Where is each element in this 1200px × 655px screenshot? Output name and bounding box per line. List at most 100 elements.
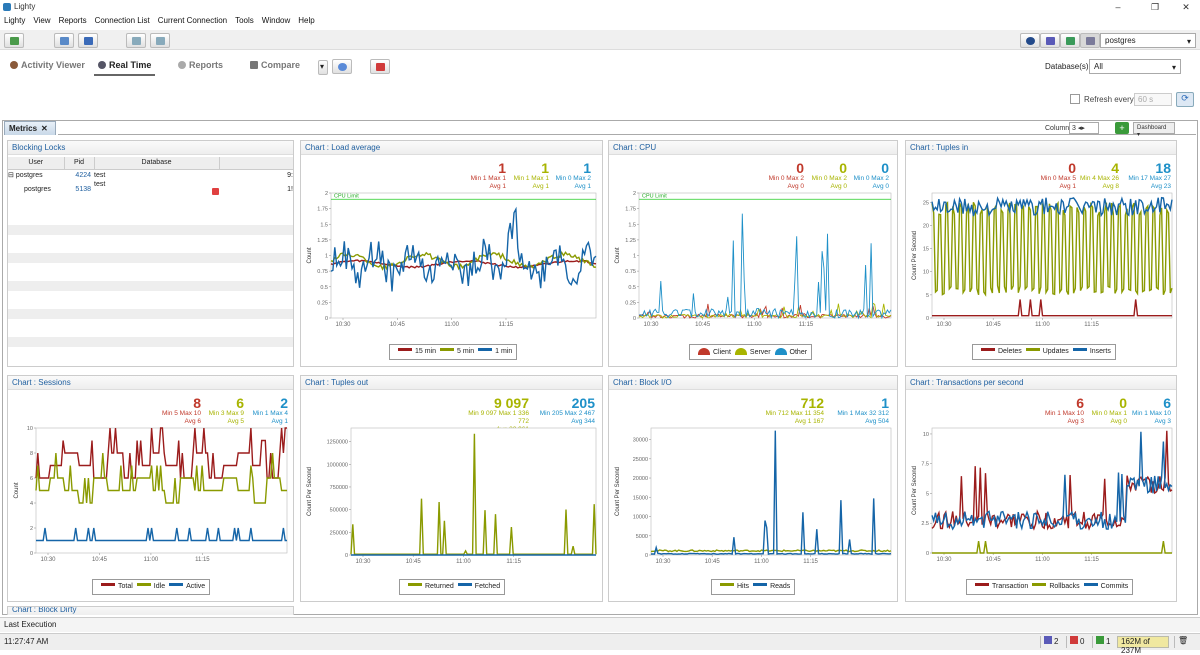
- columns-stepper[interactable]: 3 ◂▸: [1069, 122, 1099, 134]
- legend-label[interactable]: 15 min: [415, 348, 437, 355]
- stat-current: 9 097: [493, 395, 529, 411]
- legend-label[interactable]: Total: [118, 583, 133, 590]
- info-button[interactable]: [332, 59, 352, 74]
- window-view-button[interactable]: [150, 33, 170, 48]
- stat-avg: Avg 1: [1059, 183, 1076, 190]
- legend-label[interactable]: Rollbacks: [1049, 583, 1080, 590]
- connection-select[interactable]: postgres ▾: [1100, 33, 1196, 48]
- database-button[interactable]: [78, 33, 98, 48]
- legend-label[interactable]: 5 min: [457, 348, 475, 355]
- legend-label[interactable]: Fetched: [474, 583, 501, 590]
- refresh-checkbox[interactable]: [1070, 94, 1080, 104]
- close-icon[interactable]: ✕: [41, 124, 48, 133]
- x-tick-label: 11:00: [456, 559, 471, 565]
- legend-label[interactable]: Updates: [1042, 348, 1069, 355]
- series-line-rollbacks: [932, 540, 1172, 554]
- y-tick-label: 0: [926, 551, 929, 557]
- tab-compare[interactable]: Compare: [246, 60, 304, 74]
- y-tick-label: 0: [325, 316, 328, 322]
- column-header-user[interactable]: User: [8, 157, 65, 169]
- dashboard-select[interactable]: Dashboard ▾: [1133, 122, 1175, 138]
- legend-label[interactable]: Deletes: [998, 348, 1022, 355]
- column-header-pid[interactable]: Pid: [64, 157, 95, 169]
- tab-activity-viewer[interactable]: Activity Viewer: [6, 60, 89, 74]
- collapse-icon[interactable]: ⊟: [8, 172, 14, 180]
- chevron-down-icon: ▾: [1171, 63, 1176, 72]
- perspective-book-button[interactable]: [1040, 33, 1060, 48]
- chart-title: Chart : Block I/O: [609, 376, 897, 390]
- metrics-tab[interactable]: Metrics ✕: [4, 121, 56, 135]
- column-header-database[interactable]: Database: [94, 157, 220, 169]
- last-execution-label: Last Execution: [4, 620, 57, 629]
- menu-view[interactable]: View: [33, 16, 51, 25]
- perspective-chart-button[interactable]: [1060, 33, 1080, 48]
- legend-label[interactable]: Server: [749, 349, 771, 356]
- series-line-transaction: [931, 430, 1173, 531]
- y-tick-label: 0: [645, 553, 648, 559]
- refresh-label: Refresh every: [1084, 95, 1134, 104]
- stat-avg: Avg 1 167: [794, 418, 824, 425]
- stat-block: 1 Min 1 Max 1 Avg 1: [479, 161, 549, 191]
- x-tick-label: 10:45: [705, 559, 721, 565]
- legend-label[interactable]: 1 min: [495, 348, 513, 355]
- perspective-gauge-button[interactable]: [1080, 33, 1100, 48]
- legend-swatch: [1025, 348, 1040, 351]
- legend-label[interactable]: Active: [186, 583, 206, 590]
- series-line-reads: [650, 430, 892, 556]
- legend-label[interactable]: Hits: [737, 583, 750, 590]
- connections-badge[interactable]: 2: [1040, 636, 1061, 648]
- stat-min-max: Min 0 Max 2: [555, 175, 591, 182]
- legend-label[interactable]: Other: [789, 349, 808, 356]
- legend-label[interactable]: Transaction: [992, 583, 1029, 590]
- legend-label[interactable]: Reads: [770, 583, 791, 590]
- x-tick-label: 10:45: [390, 322, 406, 328]
- errors-badge[interactable]: 0: [1066, 636, 1087, 648]
- stat-min-max: Min 1 Max 10: [1044, 410, 1084, 417]
- stat-avg: Avg 344: [571, 418, 595, 425]
- legend-label[interactable]: Client: [713, 349, 731, 356]
- table-row[interactable]: postgres 5138 test 1!: [8, 181, 293, 197]
- new-connection-button[interactable]: [4, 33, 24, 48]
- stat-avg: Avg 0: [1110, 418, 1127, 425]
- legend-label[interactable]: Inserts: [1089, 348, 1111, 355]
- grid-view-button[interactable]: [126, 33, 146, 48]
- tab-reports[interactable]: Reports: [174, 60, 227, 74]
- series-line-inserts: [931, 196, 1173, 218]
- stat-block: 0 Min 0 Max 1 Avg 0: [1057, 396, 1127, 426]
- minimize-button[interactable]: –: [1115, 2, 1121, 12]
- menu-help[interactable]: Help: [298, 16, 315, 25]
- restore-button[interactable]: ❐: [1150, 2, 1160, 12]
- menu-connection-list[interactable]: Connection List: [94, 16, 150, 25]
- x-tick-label: 10:30: [936, 322, 952, 328]
- menu-window[interactable]: Window: [261, 16, 291, 25]
- menu-tools[interactable]: Tools: [235, 16, 254, 25]
- refresh-connections-button[interactable]: [54, 33, 74, 48]
- menu-reports[interactable]: Reports: [58, 16, 87, 25]
- chart-svg: 0 250000 500000 750000 1000000 1250000 10:30 10…: [307, 427, 597, 565]
- tab-real-time[interactable]: Real Time: [94, 60, 156, 76]
- menu-current-connection[interactable]: Current Connection: [157, 16, 228, 25]
- refresh-interval-select[interactable]: 60 s: [1134, 93, 1172, 106]
- refresh-now-button[interactable]: ⟳: [1176, 92, 1194, 107]
- legend-label[interactable]: Idle: [153, 583, 166, 590]
- menu-lighty[interactable]: Lighty: [4, 16, 26, 25]
- legend-swatch: [698, 348, 710, 355]
- legend-label[interactable]: Returned: [425, 583, 454, 590]
- y-tick-label: 1000000: [327, 462, 348, 468]
- stat-min-max: Min 712 Max 11 354: [765, 410, 824, 417]
- add-chart-button[interactable]: +: [1115, 122, 1129, 134]
- stop-button[interactable]: [370, 59, 390, 74]
- info-icon: [338, 63, 347, 71]
- warnings-badge[interactable]: 1: [1092, 636, 1113, 648]
- stat-current: 18: [1155, 160, 1171, 176]
- databases-select[interactable]: All ▾: [1089, 59, 1181, 74]
- tab-dropdown-button[interactable]: ▾: [318, 60, 328, 75]
- legend-label[interactable]: Commits: [1100, 583, 1129, 590]
- table-row[interactable]: ⊟ postgres 4224 test 9:: [8, 171, 293, 180]
- close-button[interactable]: ✕: [1182, 2, 1190, 12]
- y-tick-label: 20: [923, 223, 929, 229]
- garbage-collect-button[interactable]: 🗑: [1174, 636, 1191, 648]
- connection-select-value: postgres: [1105, 36, 1136, 45]
- legend-swatch: [774, 348, 787, 355]
- perspective-circle-button[interactable]: [1020, 33, 1040, 48]
